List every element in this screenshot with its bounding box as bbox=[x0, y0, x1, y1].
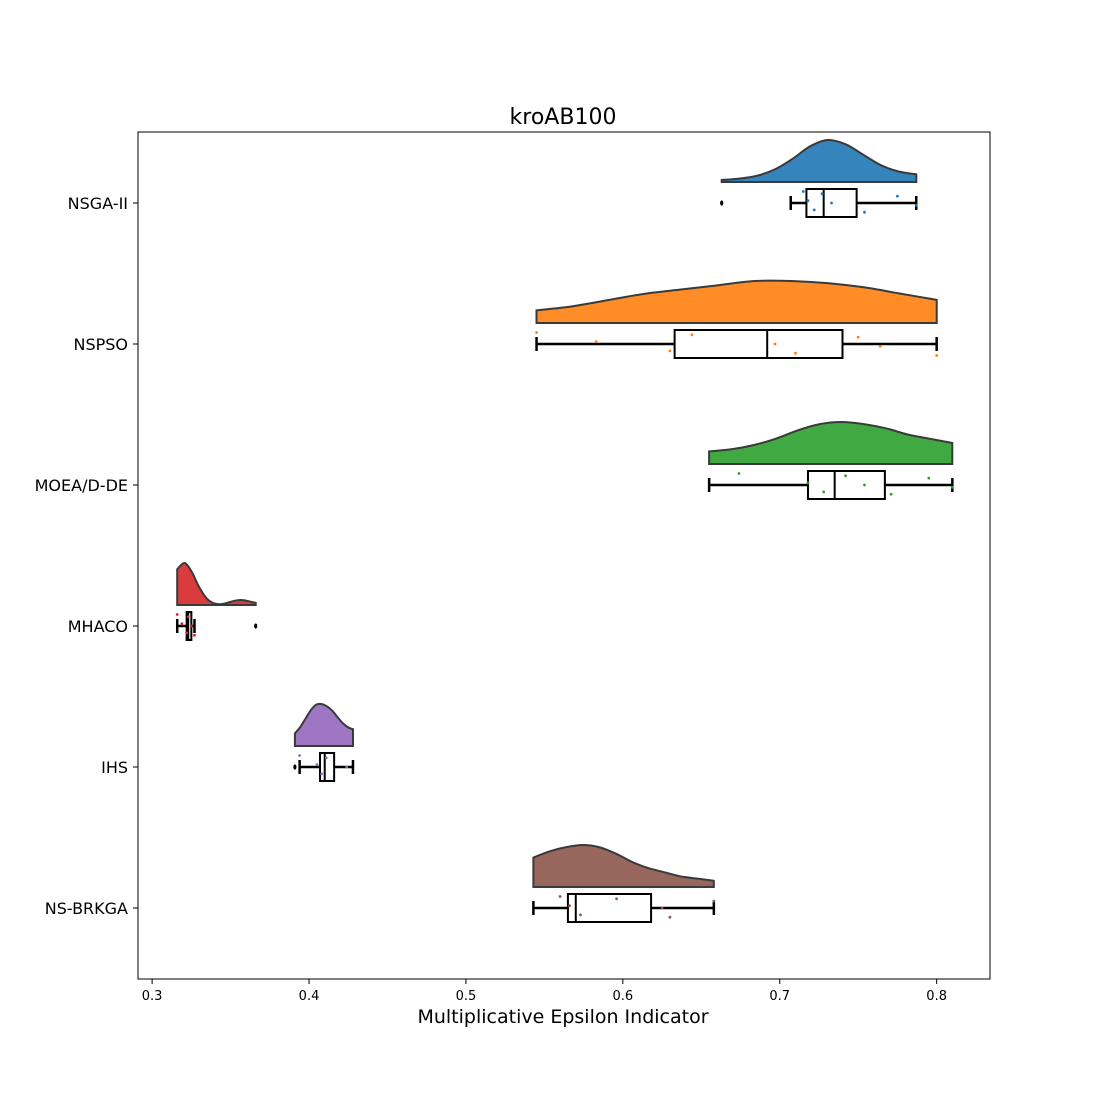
x-tick-label: 0.4 bbox=[299, 989, 320, 1004]
rain-point bbox=[794, 351, 797, 355]
plot-area bbox=[175, 138, 954, 923]
rain-point bbox=[801, 190, 805, 193]
rain-point bbox=[594, 340, 598, 344]
x-tick-label: 0.8 bbox=[926, 989, 947, 1004]
rain-point bbox=[189, 624, 193, 628]
y-tick-label: NS-BRKGA bbox=[45, 899, 128, 918]
rain-point bbox=[889, 492, 893, 496]
rain-point bbox=[806, 199, 810, 203]
rain-point bbox=[668, 915, 672, 919]
rain-point bbox=[844, 474, 848, 478]
rain-point bbox=[878, 344, 882, 348]
rain-point bbox=[186, 615, 190, 619]
rain-point bbox=[712, 899, 716, 903]
y-tick-label: IHS bbox=[101, 758, 128, 777]
rain-point bbox=[579, 913, 582, 917]
outlier-point bbox=[254, 623, 258, 629]
iqr-box bbox=[673, 329, 844, 359]
y-tick-label: NSGA-II bbox=[68, 194, 128, 213]
y-tick-label: MOEA/D-DE bbox=[35, 476, 128, 495]
rain-point bbox=[298, 754, 302, 757]
rain-point bbox=[180, 622, 184, 626]
rain-point bbox=[830, 201, 833, 205]
iqr-box bbox=[566, 893, 653, 923]
x-tick-label: 0.3 bbox=[142, 989, 163, 1004]
x-axis: 0.3 0.4 0.5 0.6 0.7 0.8 bbox=[142, 979, 947, 1004]
rain-point bbox=[737, 472, 741, 475]
density-cloud bbox=[720, 138, 918, 183]
x-tick-label: 0.6 bbox=[612, 989, 633, 1004]
rain-point bbox=[863, 210, 866, 214]
rain-point bbox=[660, 906, 664, 910]
iqr-box bbox=[319, 752, 336, 782]
outlier-point bbox=[720, 200, 724, 206]
rain-point bbox=[773, 342, 777, 346]
rain-point bbox=[856, 335, 860, 339]
x-axis-label: Multiplicative Epsilon Indicator bbox=[417, 1006, 708, 1028]
y-axis: NSGA-II NSPSO MOEA/D-DE MHACO IHS NS-BRKGA bbox=[35, 194, 138, 918]
rain-point bbox=[863, 483, 866, 487]
rain-point bbox=[324, 756, 328, 760]
rain-point bbox=[193, 633, 196, 637]
density-cloud bbox=[532, 843, 715, 888]
x-tick-label: 0.5 bbox=[456, 989, 477, 1004]
rain-point bbox=[935, 354, 939, 357]
rain-point bbox=[568, 904, 571, 908]
rain-point bbox=[668, 349, 672, 353]
rain-point bbox=[320, 772, 323, 776]
rain-point bbox=[615, 897, 618, 901]
chart-title: kroAB100 bbox=[510, 105, 617, 130]
y-tick-label: NSPSO bbox=[73, 335, 128, 354]
rain-point bbox=[927, 476, 931, 480]
density-cloud bbox=[535, 279, 938, 324]
rain-point bbox=[535, 331, 538, 334]
rain-point bbox=[185, 631, 189, 635]
x-tick-label: 0.7 bbox=[769, 989, 790, 1004]
rain-point bbox=[820, 192, 824, 196]
rain-point bbox=[806, 481, 810, 485]
rain-point bbox=[812, 208, 816, 212]
density-cloud bbox=[708, 420, 954, 465]
rain-point bbox=[914, 203, 918, 207]
density-cloud bbox=[176, 562, 257, 606]
rain-point bbox=[690, 333, 694, 337]
iqr-box bbox=[805, 188, 858, 218]
rain-point bbox=[175, 613, 179, 616]
rain-point bbox=[315, 763, 319, 767]
y-tick-label: MHACO bbox=[68, 617, 128, 636]
rain-point bbox=[950, 485, 954, 489]
rain-point bbox=[345, 765, 349, 769]
rain-point bbox=[822, 490, 826, 494]
rain-point bbox=[558, 895, 562, 898]
density-cloud bbox=[293, 702, 354, 747]
outlier-point bbox=[293, 764, 297, 770]
plot-frame bbox=[137, 131, 991, 980]
rain-point bbox=[896, 194, 899, 198]
